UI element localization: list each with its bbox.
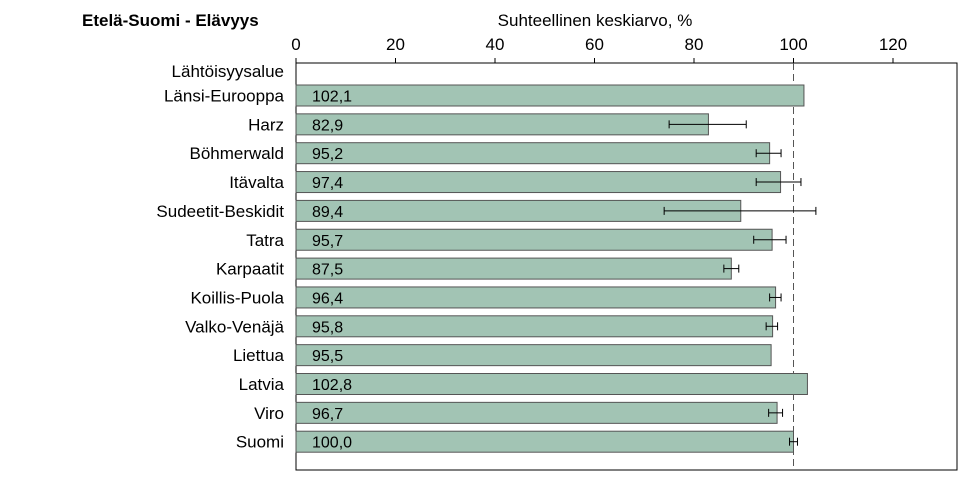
x-tick-label: 0 [291, 35, 300, 54]
category-label: Böhmerwald [190, 144, 285, 163]
category-label: Koillis-Puola [190, 288, 284, 307]
bar-value-label: 89,4 [312, 204, 343, 221]
bar [295, 257, 732, 280]
category-label: Viro [254, 404, 284, 423]
bar [295, 84, 805, 107]
bar [295, 113, 709, 136]
bar [295, 286, 777, 309]
x-tick-label: 80 [685, 35, 704, 54]
x-tick-label: 40 [486, 35, 505, 54]
bar-value-label: 97,4 [312, 175, 343, 192]
x-axis-label: Suhteellinen keskiarvo, % [498, 11, 693, 30]
category-label: Sudeetit-Beskidit [156, 202, 284, 221]
bar [295, 171, 782, 194]
chart-title: Etelä-Suomi - Elävyys [82, 11, 259, 30]
category-label: Länsi-Eurooppa [164, 87, 285, 106]
bar [295, 373, 808, 395]
x-tick-label: 120 [879, 35, 907, 54]
bar-value-label: 100,0 [312, 435, 352, 452]
bar-value-label: 102,8 [312, 377, 352, 394]
category-label: Karpaatit [216, 260, 284, 279]
bar-value-label: 96,7 [312, 406, 343, 423]
bar-value-label: 82,9 [312, 117, 343, 134]
bar [295, 344, 772, 367]
bar-value-label: 95,8 [312, 319, 343, 336]
bar [295, 228, 773, 251]
bar-value-label: 87,5 [312, 262, 343, 279]
bar [295, 315, 774, 338]
category-label: Latvia [239, 375, 285, 394]
x-tick-label: 100 [779, 35, 807, 54]
x-tick-label: 20 [386, 35, 405, 54]
category-label: Itävalta [229, 173, 284, 192]
category-label: Harz [248, 115, 284, 134]
bar-value-label: 95,7 [312, 233, 343, 250]
bar-value-label: 95,5 [312, 348, 343, 365]
category-label: Valko-Venäjä [185, 317, 284, 336]
bar [295, 401, 778, 424]
bar-value-label: 102,1 [312, 89, 352, 106]
category-label: Tatra [246, 231, 284, 250]
y-axis-label: Lähtöisyysalue [172, 62, 284, 81]
bar-value-label: 96,4 [312, 290, 343, 307]
bar-value-label: 95,2 [312, 146, 343, 163]
bar [295, 430, 794, 453]
x-tick-label: 60 [585, 35, 604, 54]
plot-area: 0 20 40 60 80 100 120 102,1 Länsi-Eurooppa 82,9 Ha… [156, 35, 958, 471]
bar [295, 142, 771, 165]
category-label: Suomi [236, 433, 284, 452]
category-label: Liettua [233, 346, 285, 365]
